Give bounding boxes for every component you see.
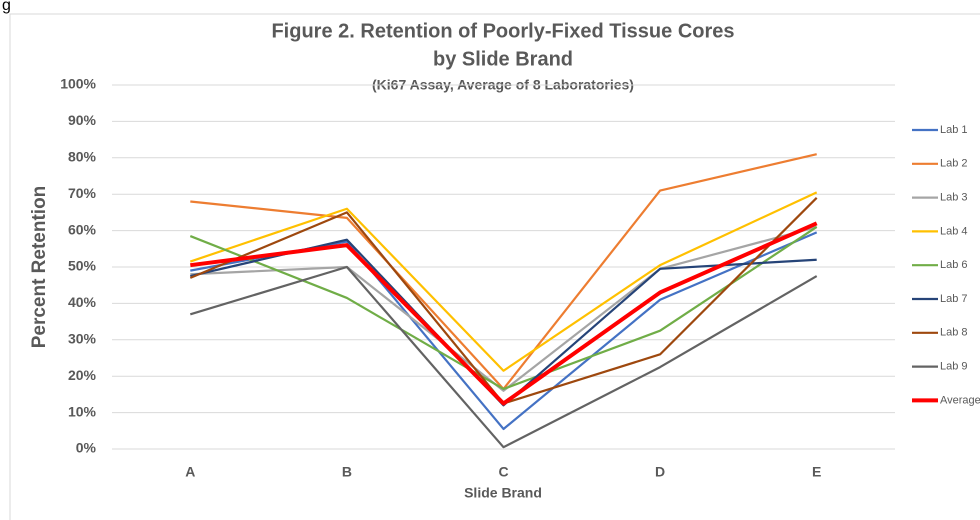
legend-label: Lab 9 [940, 361, 968, 373]
series-line [189, 265, 818, 449]
legend-label: Lab 7 [940, 293, 968, 305]
legend-label: Lab 3 [940, 192, 968, 204]
x-tick-label: A [185, 464, 195, 480]
y-axis-label: Percent Retention [29, 186, 50, 349]
y-tick-label: 60% [68, 221, 97, 237]
y-tick-label: 100% [60, 76, 96, 92]
y-tick-label: 30% [68, 331, 97, 347]
legend-label: Average [940, 394, 980, 406]
legend-label: Lab 4 [940, 225, 968, 237]
legend-label: Lab 1 [940, 124, 968, 136]
y-tick-label: 10% [68, 403, 97, 419]
x-tick-label: C [498, 464, 508, 480]
chart-title: Figure 2. Retention of Poorly-Fixed Tiss… [271, 20, 734, 42]
legend-label: Lab 6 [940, 259, 968, 271]
y-tick-label: 50% [68, 258, 97, 274]
x-tick-label: D [655, 464, 665, 480]
x-axis-label: Slide Brand [464, 485, 542, 501]
x-tick-label: B [342, 464, 352, 480]
fragment-text: g [2, 0, 11, 14]
series-line [189, 191, 818, 372]
y-tick-label: 70% [68, 185, 97, 201]
chart-title: by Slide Brand [433, 48, 573, 70]
legend-label: Lab 2 [940, 158, 968, 170]
legend-label: Lab 8 [940, 327, 968, 339]
series-line [190, 225, 817, 392]
x-tick-label: E [812, 464, 821, 480]
y-tick-label: 0% [76, 440, 97, 456]
y-tick-label: 90% [68, 112, 97, 128]
series-line [189, 226, 818, 391]
y-tick-label: 40% [68, 294, 97, 310]
series-line [190, 221, 818, 406]
y-tick-label: 20% [68, 367, 97, 383]
y-tick-label: 80% [68, 149, 97, 165]
